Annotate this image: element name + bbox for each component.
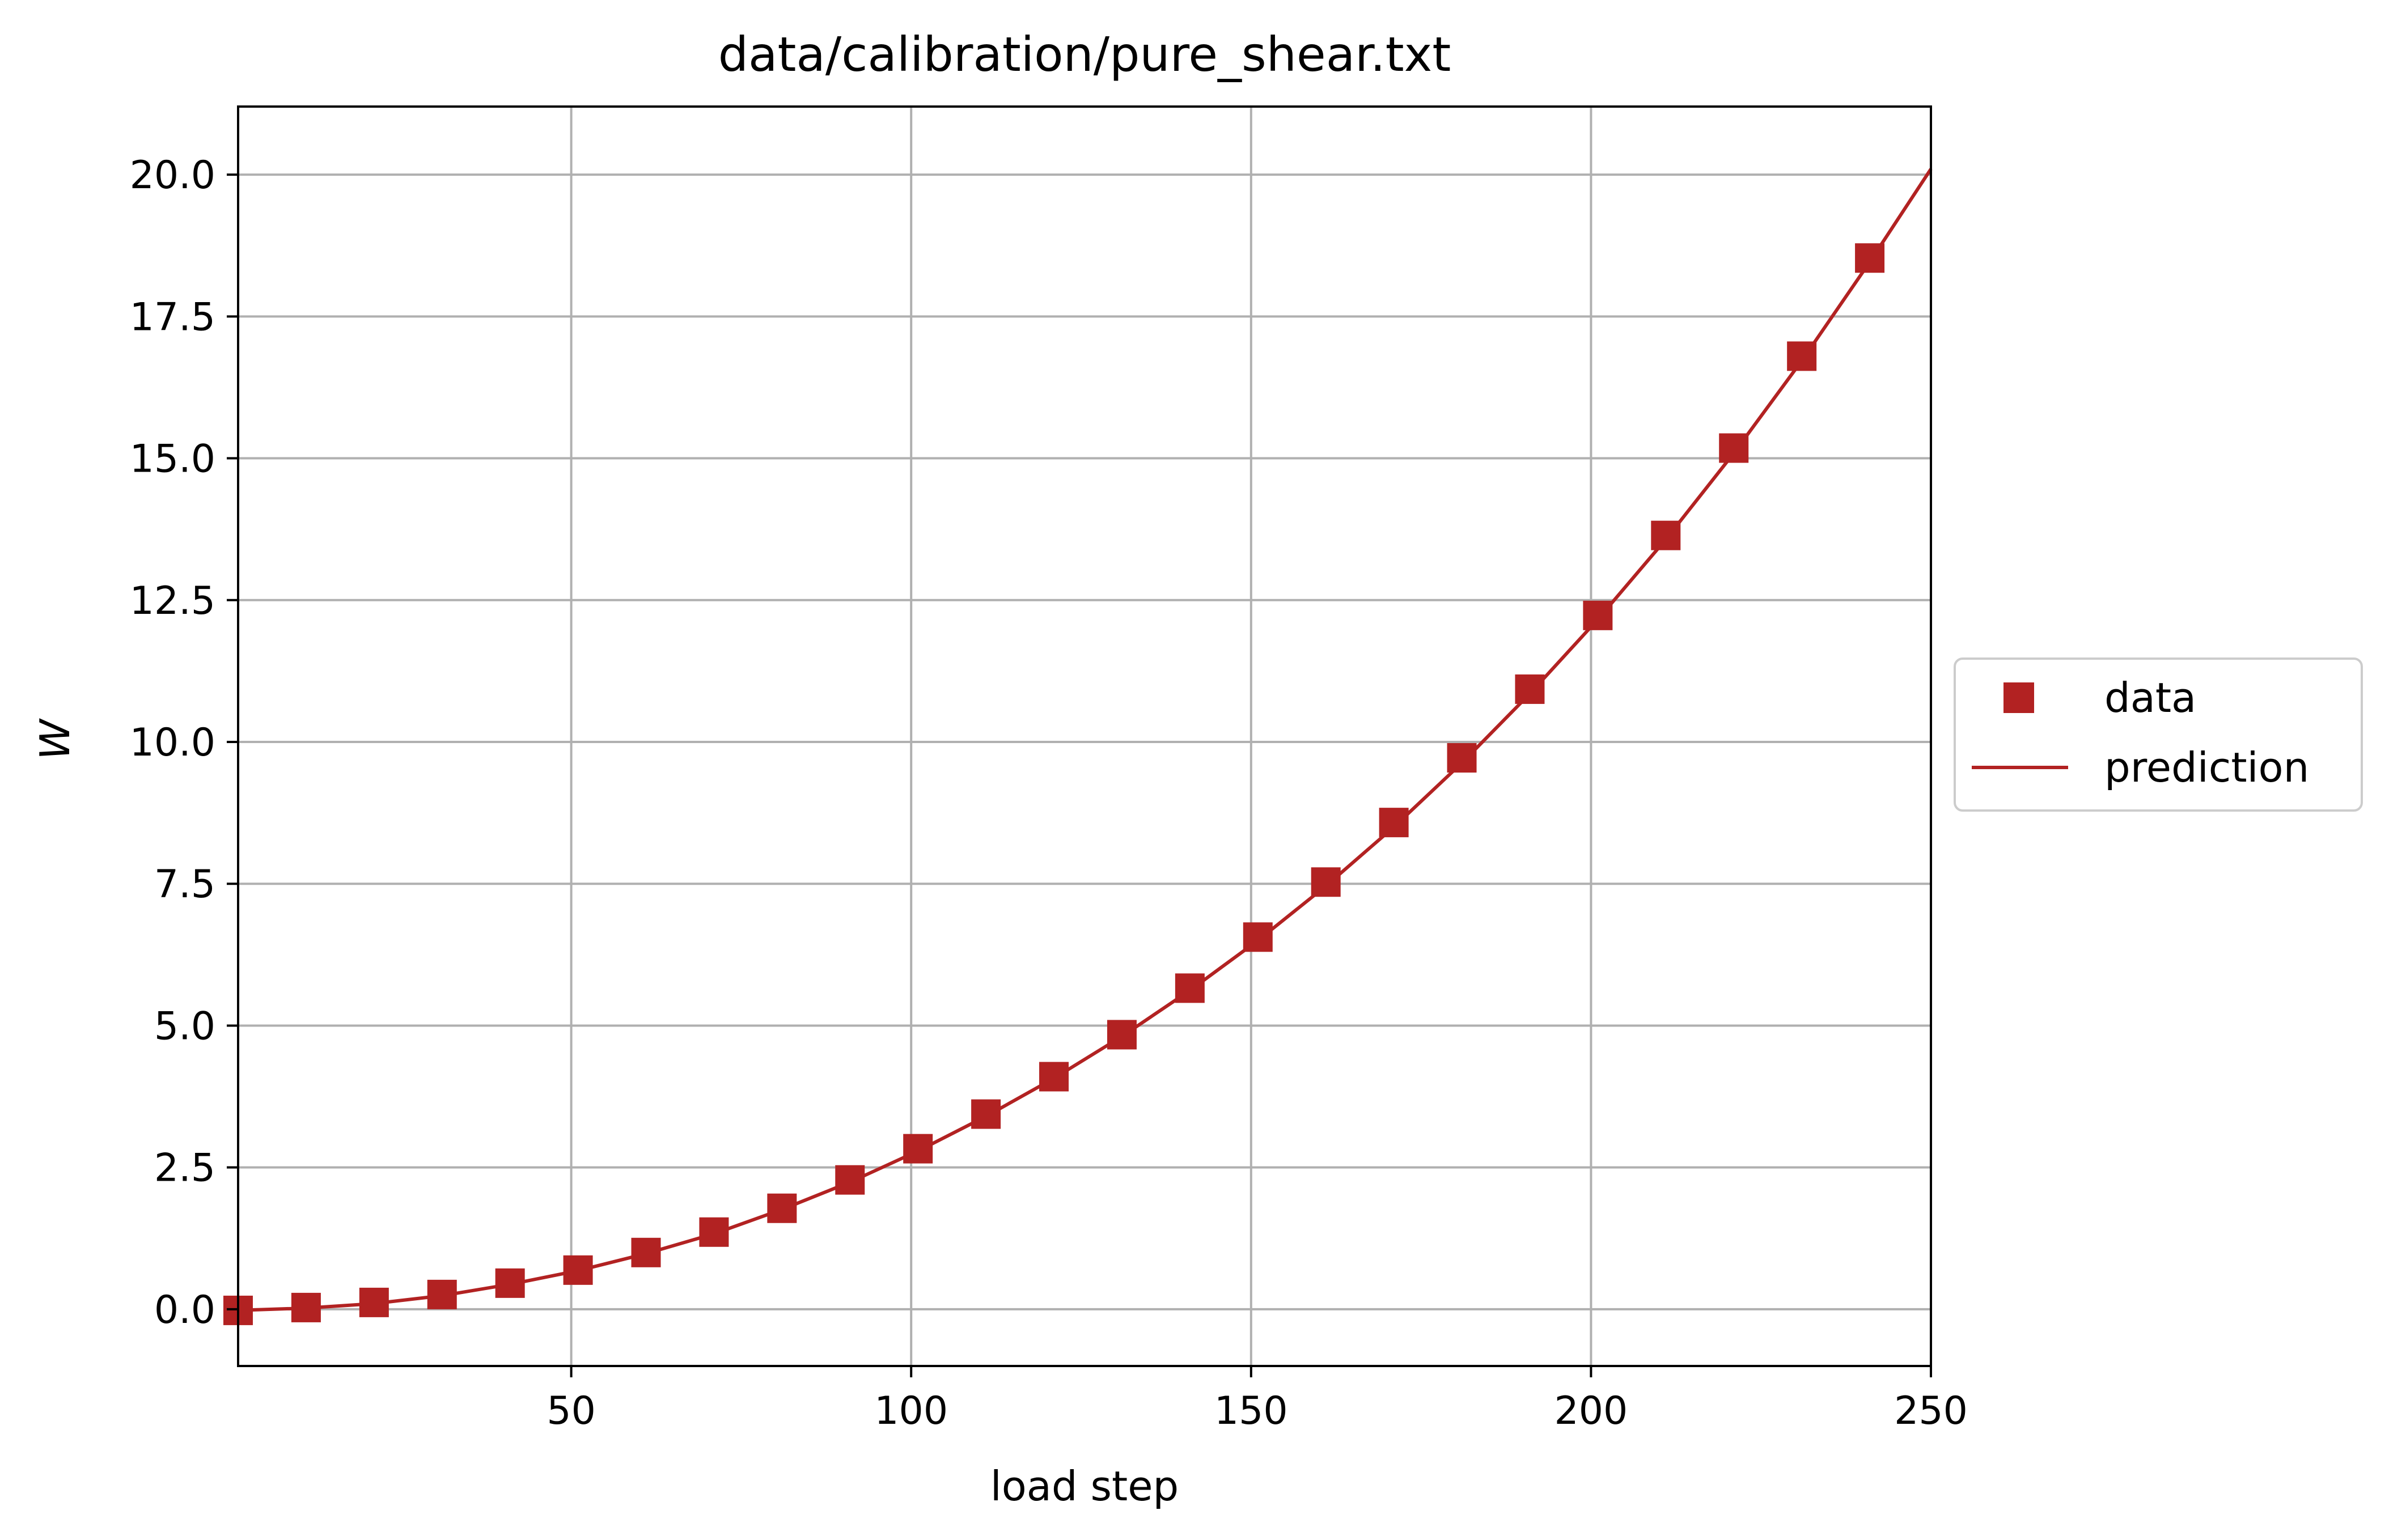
x-tick-label: 150 [1214, 1389, 1288, 1433]
data-point-marker [1175, 973, 1205, 1003]
data-point-marker [1651, 520, 1681, 550]
legend-label-prediction: prediction [2104, 744, 2309, 791]
data-point-marker [427, 1279, 457, 1309]
y-tick-label: 5.0 [154, 1004, 215, 1049]
y-tick-label: 17.5 [130, 295, 215, 340]
data-point-marker [1719, 433, 1749, 463]
x-tick-label: 250 [1894, 1389, 1968, 1433]
data-point-marker [1515, 674, 1545, 704]
plot-series [223, 168, 1933, 1325]
data-point-marker [1583, 600, 1613, 630]
x-tick-label: 200 [1554, 1389, 1628, 1433]
data-point-marker [1107, 1020, 1137, 1050]
y-tick-label: 12.5 [130, 579, 215, 623]
y-tick-label: 15.0 [130, 437, 215, 482]
data-point-marker [699, 1217, 729, 1247]
plot-frame [237, 105, 1932, 1367]
data-point-marker [767, 1193, 797, 1223]
data-point-marker [495, 1268, 525, 1298]
y-tick-label: 20.0 [130, 153, 215, 198]
data-point-marker [1243, 922, 1273, 952]
data-point-marker [1379, 808, 1409, 838]
data-point-marker [1787, 341, 1817, 371]
data-point-marker [631, 1237, 661, 1267]
data-point-marker [563, 1255, 593, 1285]
chart-title: data/calibration/pure_shear.txt [718, 27, 1451, 82]
y-tick-label: 2.5 [154, 1146, 215, 1191]
x-tick-label: 50 [547, 1389, 596, 1433]
data-point-marker [903, 1134, 933, 1164]
data-point-marker [835, 1165, 865, 1195]
data-point-marker [1039, 1062, 1069, 1092]
data-point-marker [1855, 243, 1885, 273]
x-axis-label: load step [990, 1462, 1179, 1510]
y-tick-label: 10.0 [130, 720, 215, 765]
y-tick-label: 7.5 [154, 862, 215, 907]
data-point-marker [971, 1099, 1001, 1129]
x-tick-label: 100 [874, 1389, 948, 1433]
legend-label-data: data [2104, 674, 2196, 722]
legend: data prediction [1954, 657, 2363, 812]
data-point-marker [1311, 867, 1341, 897]
y-tick-label: 0.0 [154, 1288, 215, 1333]
data-point-marker [1447, 743, 1477, 773]
data-point-marker [359, 1287, 389, 1317]
y-axis-label: W [31, 718, 79, 760]
axis-ticks: 50 100 150 200 250 0.0 2.5 5.0 7.5 10.0 12.5 15.0 17… [130, 153, 1968, 1433]
legend-box [1954, 657, 2363, 812]
grid [238, 107, 1932, 1366]
data-point-marker [291, 1292, 321, 1322]
legend-data-marker [2003, 682, 2034, 713]
